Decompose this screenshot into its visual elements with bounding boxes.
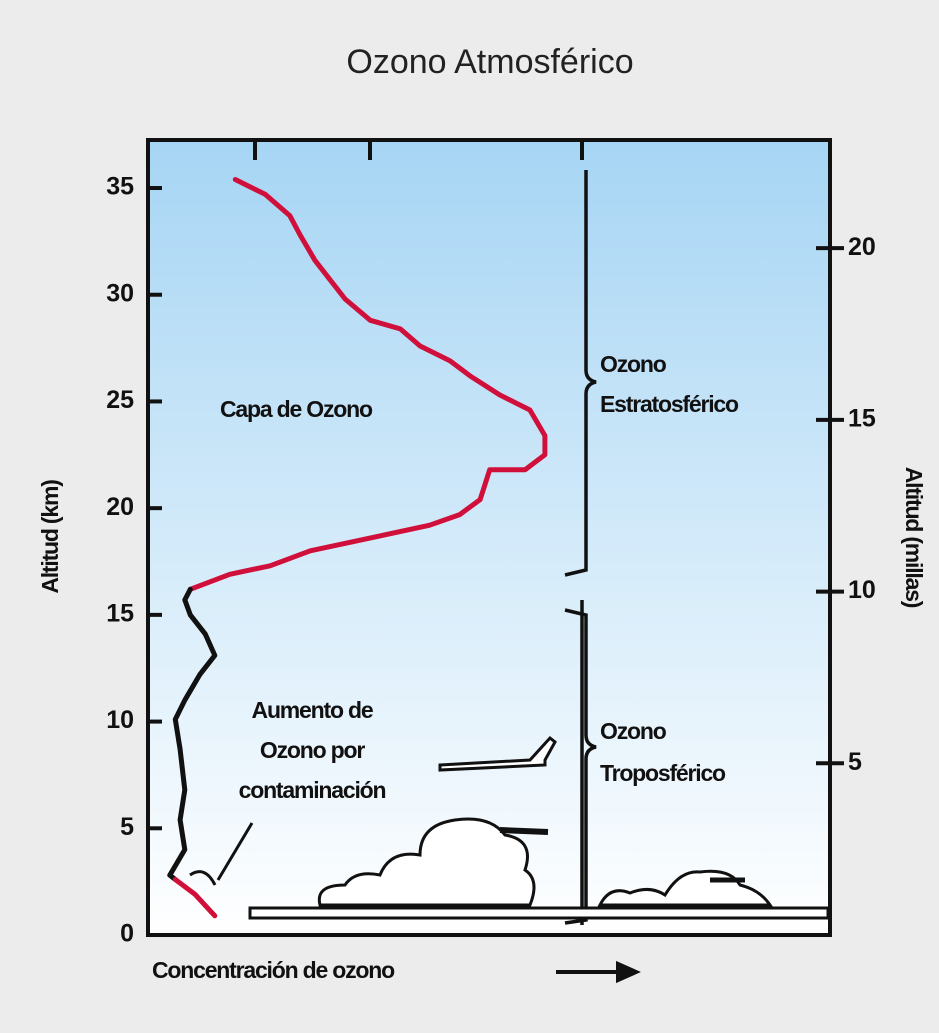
y-tick-label: 20 bbox=[106, 493, 134, 521]
profile-line bbox=[172, 877, 218, 919]
y2-tick-label: 10 bbox=[848, 576, 876, 604]
y-tick-label: 5 bbox=[120, 813, 134, 841]
annotation: contaminación bbox=[239, 777, 386, 803]
pointer bbox=[189, 822, 254, 886]
plot-area bbox=[146, 138, 832, 937]
y2-tick-label: 20 bbox=[848, 233, 876, 261]
y-tick-label: 30 bbox=[106, 279, 134, 307]
annotation: Aumento de bbox=[252, 697, 373, 723]
y-tick-label: 35 bbox=[106, 173, 134, 201]
x-axis-label: Concentración de ozono bbox=[152, 957, 395, 983]
profile-line bbox=[167, 586, 218, 882]
top-ticks bbox=[253, 140, 584, 160]
profile-line bbox=[187, 177, 548, 592]
annotation: Ozono por bbox=[260, 737, 365, 763]
y-tick-label: 15 bbox=[106, 599, 134, 627]
annotation: Troposférico bbox=[600, 760, 726, 786]
y-tick-label: 25 bbox=[106, 386, 134, 414]
annotation: Ozono bbox=[600, 351, 667, 377]
y-tick-label: 10 bbox=[106, 706, 134, 734]
y2-axis-label: Altitud (millas) bbox=[901, 467, 927, 608]
y-axis-label: Altitud (km) bbox=[37, 480, 63, 594]
y2-tick-label: 15 bbox=[848, 404, 876, 432]
clouds bbox=[248, 817, 830, 920]
chart-title: Ozono Atmosférico bbox=[346, 43, 633, 81]
annotation: Capa de Ozono bbox=[220, 396, 373, 422]
y2-tick-label: 5 bbox=[848, 748, 862, 776]
braces bbox=[564, 170, 597, 925]
y-tick-label: 0 bbox=[120, 920, 134, 948]
x-arrow bbox=[556, 960, 641, 984]
annotation: Estratosférico bbox=[600, 391, 739, 417]
annotation: Ozono bbox=[600, 718, 667, 744]
airplane bbox=[438, 735, 557, 772]
